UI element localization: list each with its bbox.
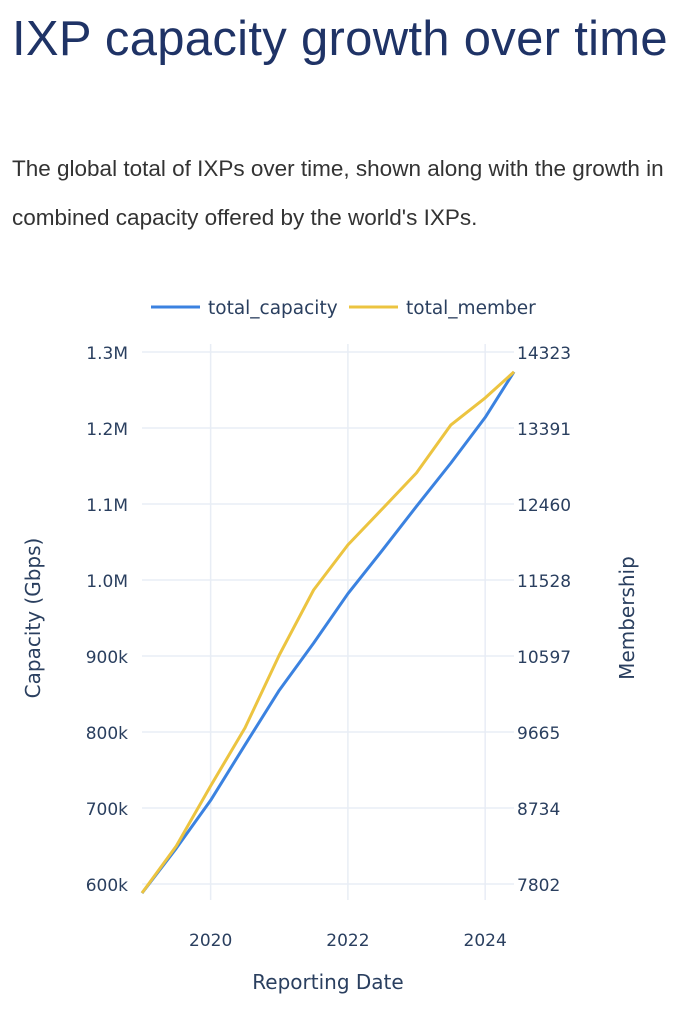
legend-item-capacity[interactable]: total_capacity — [151, 298, 338, 319]
y-tick-label: 1.0M — [86, 572, 128, 592]
series-line-total_capacity — [140, 370, 516, 895]
y-tick-label: 600k — [86, 876, 128, 896]
series-line-total_member — [140, 370, 516, 894]
y2-tick-label: 7802 — [517, 876, 560, 896]
page-title: IXP capacity growth over time — [12, 12, 668, 66]
y2-tick-label: 13391 — [517, 420, 571, 440]
y-axis-title: Capacity (Gbps) — [21, 538, 45, 699]
y-tick-label: 800k — [86, 724, 128, 744]
legend: total_capacity total_member — [151, 298, 536, 319]
y2-tick-label: 14323 — [517, 344, 571, 364]
y-tick-label: 1.1M — [86, 496, 128, 516]
legend-label-member: total_member — [406, 298, 536, 319]
y-tick-label: 1.3M — [86, 344, 128, 364]
x-tick-label: 2022 — [326, 931, 369, 951]
page-subtitle: The global total of IXPs over time, show… — [12, 156, 664, 230]
y-tick-label: 900k — [86, 648, 128, 668]
y2-axis-title: Membership — [615, 556, 639, 680]
y2-tick-label: 11528 — [517, 572, 571, 592]
y2-tick-label: 12460 — [517, 496, 571, 516]
y2-tick-label: 8734 — [517, 800, 560, 820]
y-tick-label: 1.2M — [86, 420, 128, 440]
x-tick-label: 2024 — [464, 931, 507, 951]
legend-item-member[interactable]: total_member — [349, 298, 536, 319]
legend-label-capacity: total_capacity — [208, 298, 338, 319]
y2-tick-label: 9665 — [517, 724, 560, 744]
x-axis-title: Reporting Date — [252, 970, 403, 994]
y2-tick-label: 10597 — [517, 648, 571, 668]
y-tick-label: 700k — [86, 800, 128, 820]
x-tick-label: 2020 — [189, 931, 232, 951]
